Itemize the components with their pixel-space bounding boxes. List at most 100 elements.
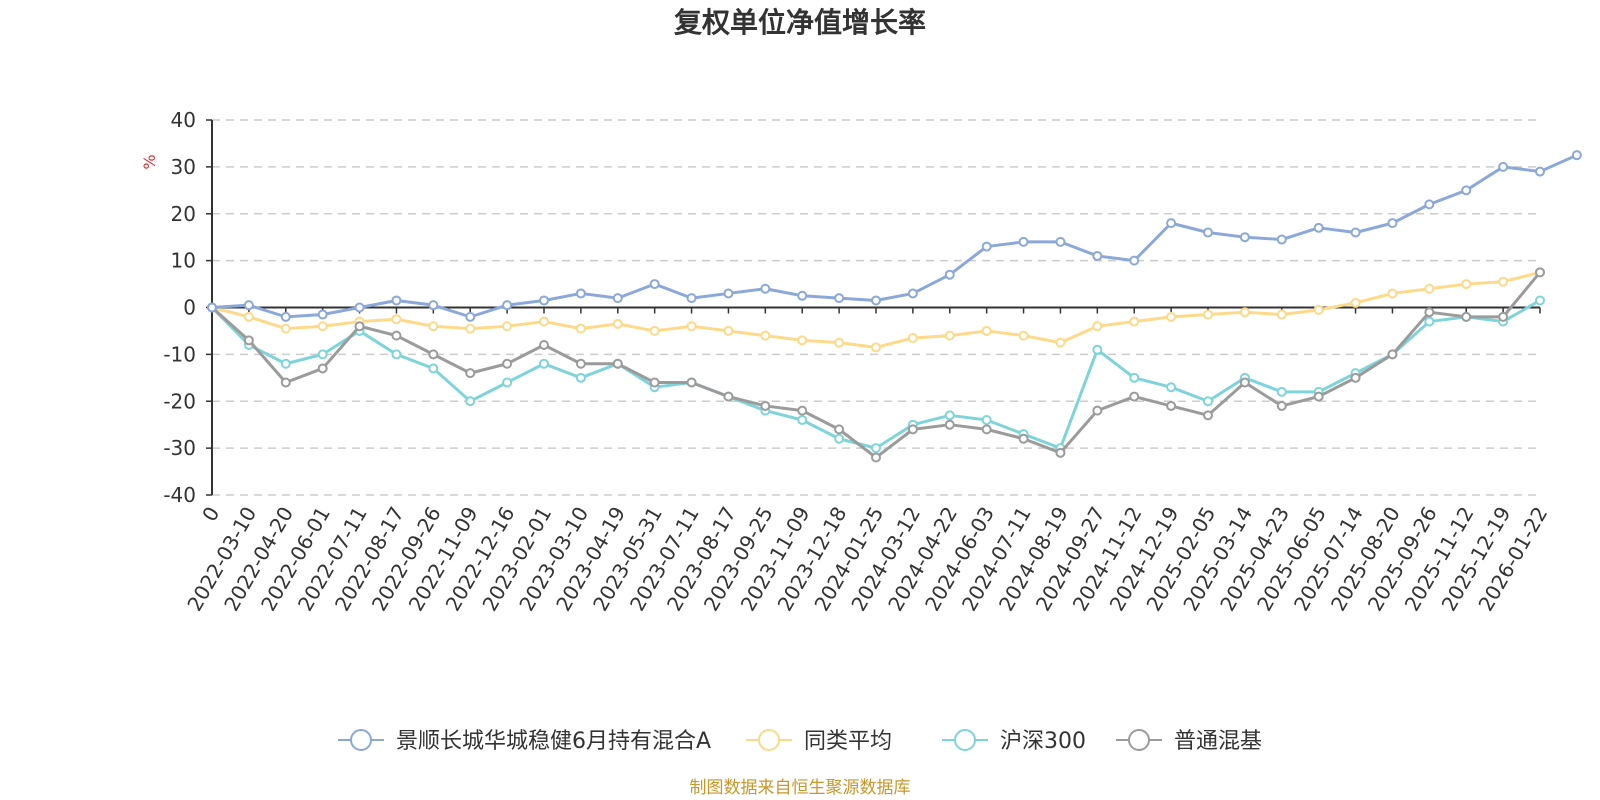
data-point (723, 325, 734, 336)
data-point (981, 241, 992, 252)
data-point (1276, 234, 1287, 245)
data-point (612, 293, 623, 304)
series-lines (207, 150, 1582, 463)
y-tick-label: -20 (163, 389, 196, 413)
legend-item[interactable]: 沪深300 (942, 729, 1086, 754)
data-point (723, 288, 734, 299)
data-point (280, 323, 291, 334)
data-point (428, 321, 439, 332)
data-point (1276, 309, 1287, 320)
data-point (834, 424, 845, 435)
legend-label: 普通混基 (1174, 729, 1262, 754)
data-point (575, 323, 586, 334)
data-point (1018, 236, 1029, 247)
data-point (1092, 344, 1103, 355)
y-axis-unit: % (140, 154, 159, 169)
data-point (1092, 321, 1103, 332)
data-point (834, 433, 845, 444)
legend-marker (1128, 729, 1150, 751)
data-point (465, 368, 476, 379)
y-tick-label: -40 (163, 483, 196, 507)
legend-marker (954, 729, 976, 751)
data-point (1239, 377, 1250, 388)
chart-title: 复权单位净值增长率 (674, 6, 926, 39)
data-point (1055, 447, 1066, 458)
data-point (1461, 279, 1472, 290)
data-point (1055, 337, 1066, 348)
legend-marker (758, 729, 780, 751)
data-point (686, 377, 697, 388)
data-point (1387, 288, 1398, 299)
data-point (1018, 433, 1029, 444)
data-point (760, 400, 771, 411)
data-point (1166, 382, 1177, 393)
data-point (317, 363, 328, 374)
data-point (1350, 227, 1361, 238)
data-point (1461, 185, 1472, 196)
data-point (391, 349, 402, 360)
data-point (1387, 349, 1398, 360)
data-point (871, 443, 881, 454)
data-point (871, 452, 881, 463)
data-point (354, 321, 365, 332)
data-point (1424, 199, 1435, 210)
data-point (1350, 372, 1361, 383)
data-point (834, 337, 845, 348)
legend-item[interactable]: 景顺长城华城稳健6月持有混合A (338, 729, 711, 754)
data-point (1166, 400, 1177, 411)
legend-label: 同类平均 (804, 729, 892, 754)
data-point (760, 283, 771, 294)
data-point (981, 325, 992, 336)
data-point (243, 311, 254, 322)
legend-item[interactable]: 普通混基 (1116, 729, 1262, 754)
data-point (981, 424, 992, 435)
data-point (649, 279, 660, 290)
data-point (981, 415, 992, 425)
y-tick-label: 40 (171, 108, 196, 132)
data-point (760, 330, 771, 341)
data-point (575, 358, 586, 369)
data-point (1055, 236, 1066, 247)
data-point (391, 330, 402, 341)
legend[interactable]: 景顺长城华城稳健6月持有混合A 同类平均 沪深300 普通混基 (338, 729, 1262, 754)
data-point (1535, 295, 1545, 306)
data-point (539, 316, 549, 327)
axes (211, 120, 1541, 495)
data-point (797, 290, 808, 301)
data-point (1498, 311, 1509, 322)
data-point (612, 358, 623, 369)
y-tick-label: 10 (171, 249, 196, 273)
data-point (723, 391, 734, 402)
data-point (502, 300, 513, 311)
legend-marker (350, 729, 372, 751)
data-point (428, 363, 439, 374)
data-point (465, 323, 476, 334)
data-point (539, 358, 549, 369)
y-tick-label: 0 (183, 296, 196, 320)
data-point (797, 335, 808, 346)
data-point (686, 321, 697, 332)
data-point (907, 288, 918, 299)
data-point (944, 330, 955, 341)
data-point (1535, 267, 1545, 278)
data-point (575, 372, 586, 383)
series-line (211, 153, 1578, 319)
y-tick-label: -10 (163, 342, 196, 366)
data-point (612, 318, 623, 329)
data-point (834, 293, 845, 304)
data-point (207, 302, 217, 313)
data-point (1313, 391, 1324, 402)
legend-item[interactable]: 同类平均 (746, 729, 892, 754)
data-point (907, 332, 918, 343)
data-point (280, 377, 291, 388)
data-point (391, 314, 402, 325)
data-point (1203, 410, 1213, 421)
data-point (1350, 297, 1361, 308)
data-point (243, 335, 254, 346)
data-point (1276, 386, 1287, 397)
data-point (1571, 150, 1582, 161)
data-point (686, 293, 697, 304)
data-point (1461, 311, 1472, 322)
data-point (1535, 166, 1545, 177)
data-point (871, 342, 881, 353)
